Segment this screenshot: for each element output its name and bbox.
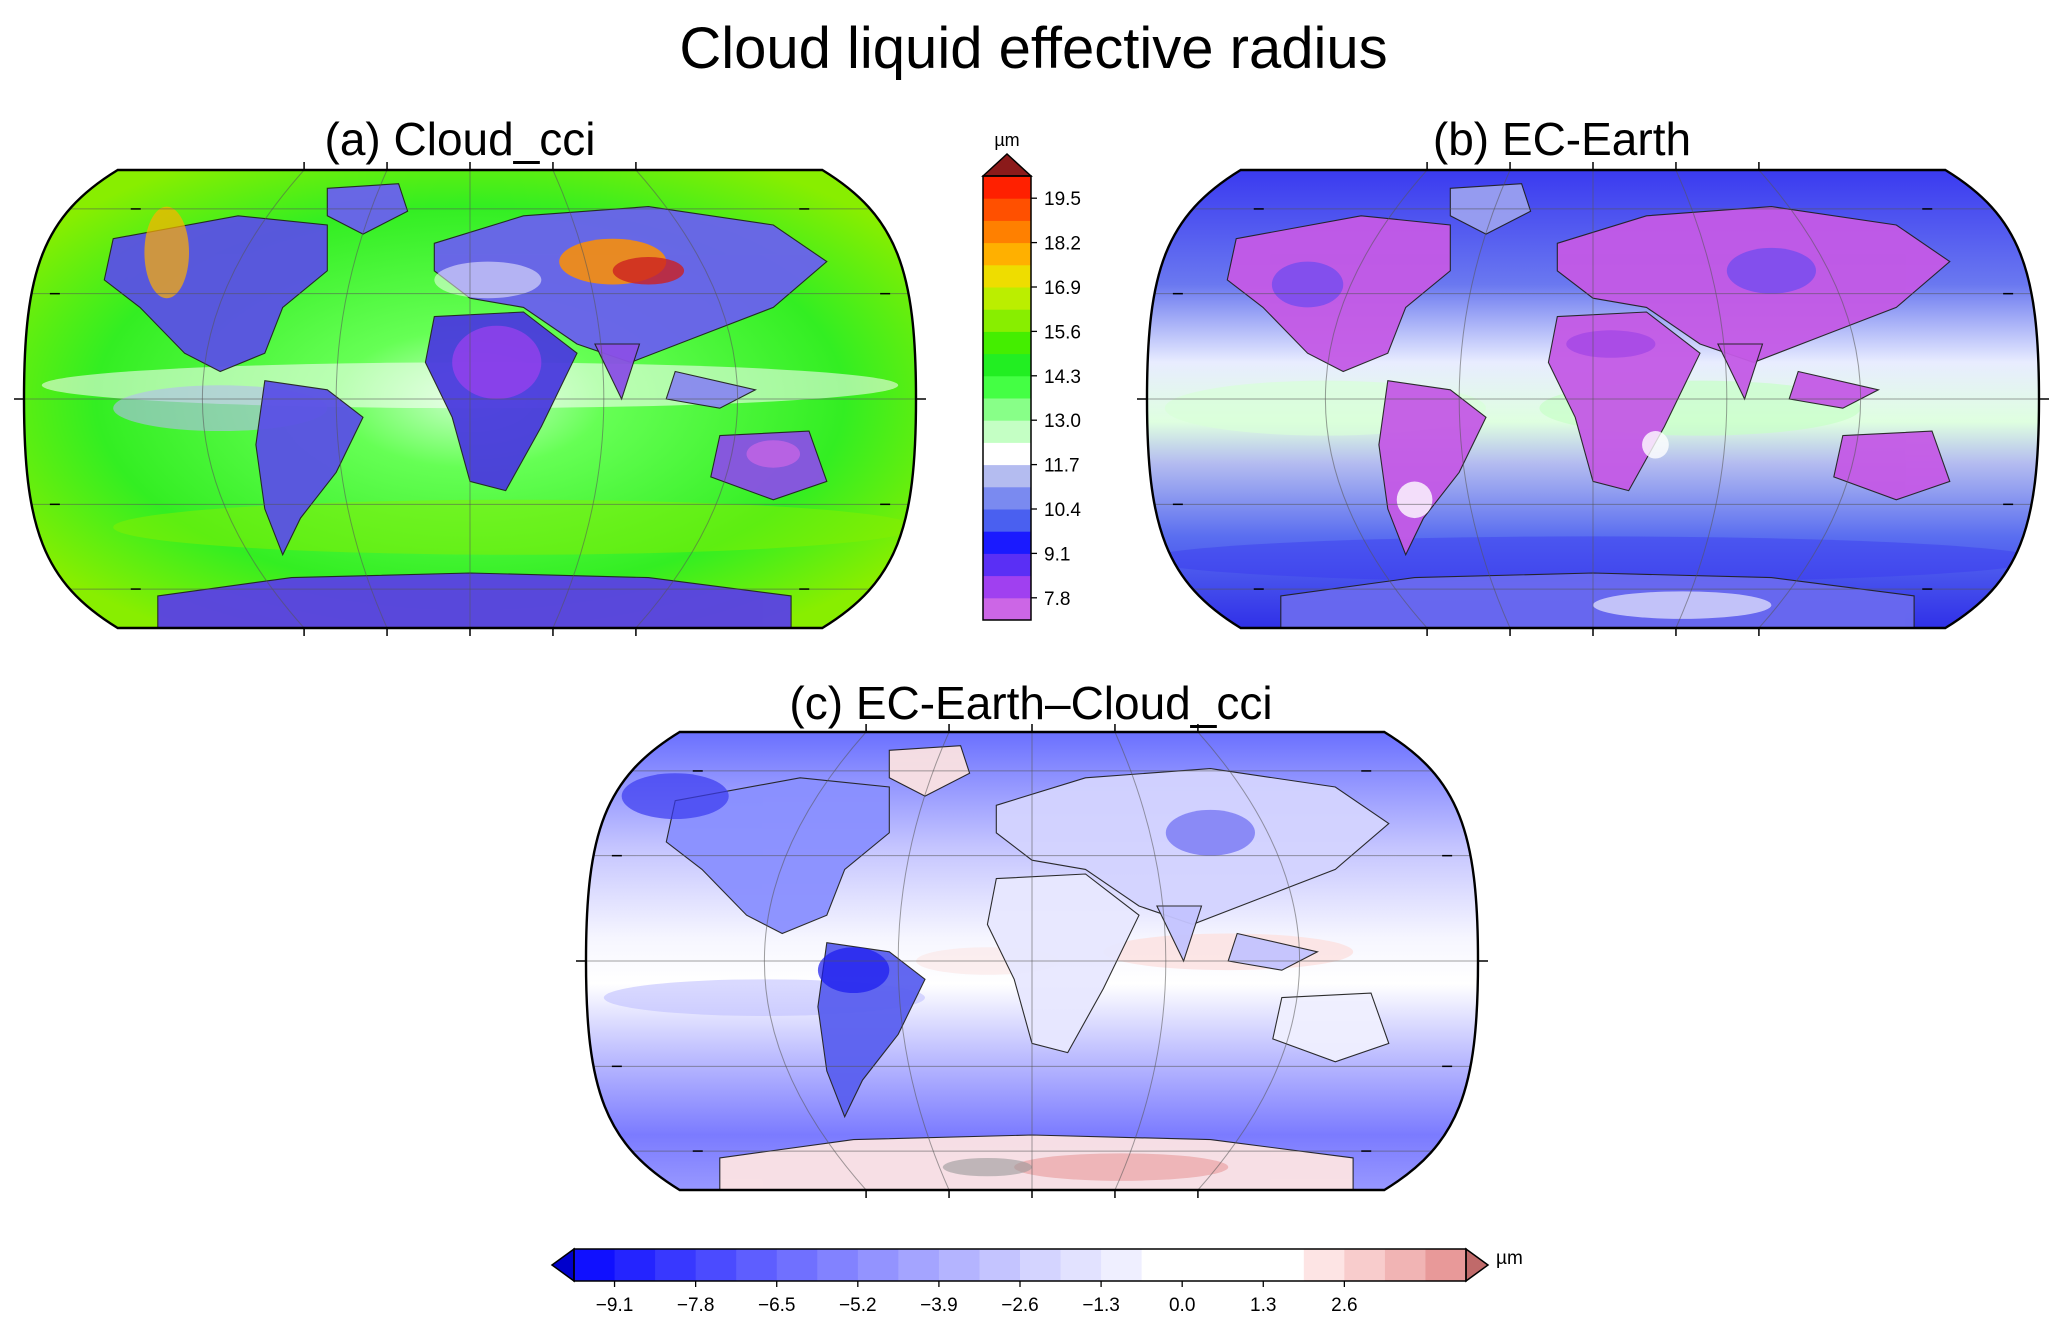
colorbar-abs-tick-label: 10.4 — [1044, 500, 1081, 521]
colorbar-abs-swatch — [983, 398, 1031, 421]
colorbar-diff-swatch — [1344, 1249, 1386, 1281]
colorbar-diff-tick-label: −1.3 — [1082, 1295, 1120, 1316]
colorbar-diff-tick-label: −2.6 — [1001, 1295, 1039, 1316]
colorbar-diff-tick-label: −3.9 — [920, 1295, 958, 1316]
colorbar-abs-swatch — [983, 353, 1031, 377]
colorbar-abs-tick-label: 7.8 — [1044, 589, 1070, 610]
panel-a-title: (a) Cloud_cci — [324, 113, 596, 165]
colorbar-abs-tick-label: 18.2 — [1044, 234, 1081, 255]
colorbar-diff-swatch — [817, 1249, 859, 1281]
colorbar-diff-swatch — [938, 1249, 980, 1281]
map-panel-b — [1137, 162, 2049, 636]
map-panel-a — [14, 162, 926, 636]
colorbar-abs-tick-label: 9.1 — [1044, 544, 1070, 565]
colorbar-diff-swatch — [1425, 1249, 1467, 1281]
colorbar-abs-tick-label: 13.0 — [1044, 411, 1081, 432]
colorbar-diff-unit: µm — [1496, 1248, 1523, 1269]
colorbar-abs-swatch — [983, 531, 1031, 554]
colorbar-diff-swatch — [736, 1249, 778, 1281]
colorbar-abs-swatch — [983, 375, 1031, 399]
colorbar-diff-swatch — [1222, 1249, 1264, 1281]
colorbar-diff-tick-label: −7.8 — [677, 1295, 715, 1316]
colorbar-abs-swatch — [983, 331, 1031, 355]
colorbar-diff-swatch — [898, 1249, 940, 1281]
colorbar-diff-swatch — [1101, 1249, 1143, 1281]
figure-title: Cloud liquid effective radius — [679, 16, 1388, 81]
colorbar-diff-tick-label: 2.6 — [1331, 1295, 1357, 1316]
colorbar-abs-swatch — [983, 575, 1031, 599]
colorbar-diff-tick-label: 0.0 — [1169, 1295, 1195, 1316]
colorbar-diff-swatch — [574, 1249, 616, 1281]
colorbar-diff-swatch — [979, 1249, 1021, 1281]
colorbar-abs-tick-label: 19.5 — [1044, 189, 1081, 210]
colorbar-diff-swatch — [614, 1249, 656, 1281]
colorbar-difference: µm −9.1 −7.8 −6.5 −5.2 −3.9 −2.6 −1.3 0.0 1.3 2.6 — [550, 1247, 1523, 1316]
colorbar-abs-tick-label: 14.3 — [1044, 367, 1081, 388]
colorbar-abs-swatch — [983, 220, 1031, 244]
panel-c-title: (c) EC-Earth–Cloud_cci — [789, 677, 1273, 729]
panel-b-title: (b) EC-Earth — [1432, 113, 1692, 165]
colorbar-abs-max-arrow — [981, 152, 1033, 177]
colorbar-abs-tick-label: 15.6 — [1044, 322, 1081, 343]
colorbar-abs-swatch — [983, 242, 1031, 266]
colorbar-abs-swatch — [983, 176, 1031, 199]
colorbar-absolute: µm 19.5 18.2 16.9 15.6 14.3 13.0 11.7 10.4 9.1 7.8 — [981, 130, 1081, 621]
colorbar-diff-max-arrow — [1465, 1247, 1490, 1283]
colorbar-abs-swatch — [983, 509, 1031, 532]
colorbar-abs-tick-label: 16.9 — [1044, 278, 1081, 299]
colorbar-diff-tick-label: −9.1 — [596, 1295, 634, 1316]
colorbar-diff-min-arrow — [550, 1247, 575, 1283]
colorbar-abs-swatch — [983, 420, 1031, 443]
colorbar-diff-swatch — [655, 1249, 697, 1281]
colorbar-abs-swatch — [983, 464, 1031, 488]
colorbar-diff-tick-label: 1.3 — [1250, 1295, 1276, 1316]
colorbar-diff-swatch — [1182, 1249, 1224, 1281]
colorbar-diff-swatch — [1060, 1249, 1102, 1281]
colorbar-abs-swatch — [983, 198, 1031, 221]
colorbar-abs-tick-label: 11.7 — [1044, 456, 1080, 477]
colorbar-abs-swatch — [983, 264, 1031, 288]
colorbar-diff-swatch — [1303, 1249, 1345, 1281]
colorbar-diff-swatch — [1263, 1249, 1305, 1281]
colorbar-abs-swatch — [983, 553, 1031, 577]
colorbar-abs-swatch — [983, 597, 1031, 621]
colorbar-abs-swatch — [983, 486, 1031, 510]
colorbar-abs-swatch — [983, 309, 1031, 332]
colorbar-diff-swatch — [1384, 1249, 1426, 1281]
colorbar-diff-swatch — [695, 1249, 737, 1281]
colorbar-abs-swatch — [983, 287, 1031, 310]
colorbar-diff-swatch — [1020, 1249, 1062, 1281]
colorbar-abs-unit: µm — [994, 130, 1019, 150]
colorbar-diff-tick-label: −5.2 — [839, 1295, 877, 1316]
map-panel-c — [576, 724, 1488, 1198]
colorbar-abs-swatch — [983, 442, 1031, 466]
colorbar-diff-swatch — [857, 1249, 899, 1281]
colorbar-diff-tick-label: −6.5 — [758, 1295, 796, 1316]
colorbar-diff-swatch — [776, 1249, 818, 1281]
colorbar-diff-swatch — [1141, 1249, 1183, 1281]
